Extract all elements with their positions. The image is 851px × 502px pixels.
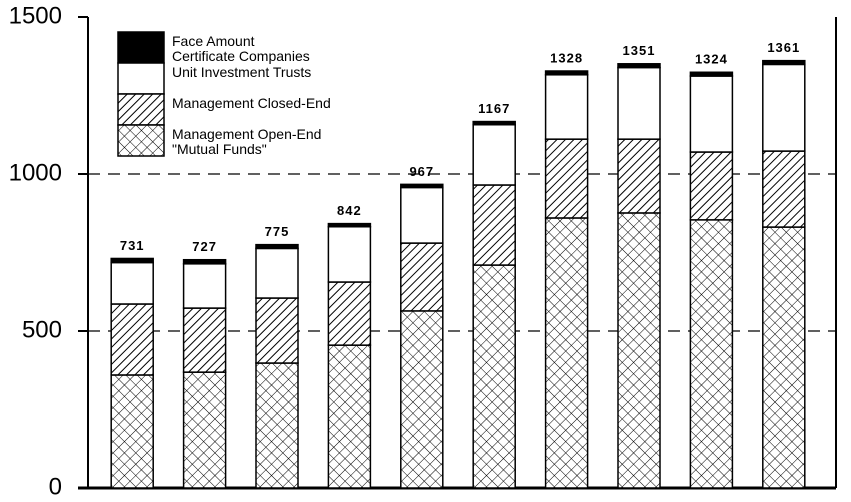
bar-segment (544, 74, 589, 140)
bar-segment (110, 303, 154, 376)
bar-segment (182, 307, 227, 373)
bar-segment (689, 151, 734, 221)
bar-segment (182, 263, 227, 309)
bar-segment (110, 261, 154, 305)
bar-segment (255, 297, 299, 364)
legend-label: Face Amount Certificate Companies (172, 33, 310, 64)
total-label: 1167 (478, 101, 510, 116)
bar-segment (472, 120, 516, 126)
total-label: 731 (120, 238, 145, 253)
y-tick-label: 1000 (9, 159, 62, 186)
bar-segment (617, 63, 661, 69)
total-label: 967 (409, 164, 434, 179)
bar-segment (400, 310, 444, 489)
bar-segment (689, 219, 734, 489)
bar-segment (400, 186, 444, 244)
bar-segment (327, 222, 372, 228)
total-label: 1351 (623, 43, 656, 58)
bar-segment (689, 71, 734, 77)
bar-segment (472, 123, 516, 186)
bar-segment (762, 63, 806, 152)
legend-swatch (117, 124, 165, 157)
bar-segment (182, 258, 227, 265)
bar-segment (544, 217, 589, 489)
total-label: 775 (265, 224, 290, 239)
bar-segment (327, 226, 372, 283)
bar-segment (689, 75, 734, 153)
bar-segment (617, 212, 661, 489)
bar-segment (762, 59, 806, 66)
bar-segment (472, 264, 516, 489)
bar-segment (762, 150, 806, 228)
bar-segment (255, 243, 299, 250)
legend-swatch (117, 93, 165, 126)
total-label: 1324 (695, 52, 728, 67)
legend-label: Management Open-End "Mutual Funds" (172, 126, 322, 157)
bar-segment (617, 66, 661, 140)
bar-segment (617, 138, 661, 214)
legend-label: Unit Investment Trusts (172, 64, 312, 80)
y-tick-label: 500 (22, 316, 62, 343)
bar-segment (327, 281, 372, 346)
bar-segment (182, 371, 227, 489)
bar-segment (472, 184, 516, 266)
total-label: 727 (192, 239, 217, 254)
legend-swatch (117, 62, 165, 95)
bar-segment (255, 362, 299, 489)
legend-label: Management Closed-End (172, 95, 331, 111)
y-tick-label: 1500 (9, 2, 62, 29)
total-label: 1361 (767, 40, 800, 55)
bar-segment (400, 242, 444, 312)
legend-swatch (117, 31, 165, 64)
total-label: 1328 (550, 50, 583, 65)
bar-segment (762, 226, 806, 489)
bar-segment (544, 138, 589, 219)
bar-segment (327, 344, 372, 489)
bar-segment (110, 257, 154, 264)
bar-segment (110, 374, 154, 489)
bar-segment (544, 70, 589, 76)
bar-segment (255, 247, 299, 299)
bar-segment (400, 183, 444, 189)
y-tick-label: 0 (49, 473, 62, 500)
total-label: 842 (337, 203, 362, 218)
